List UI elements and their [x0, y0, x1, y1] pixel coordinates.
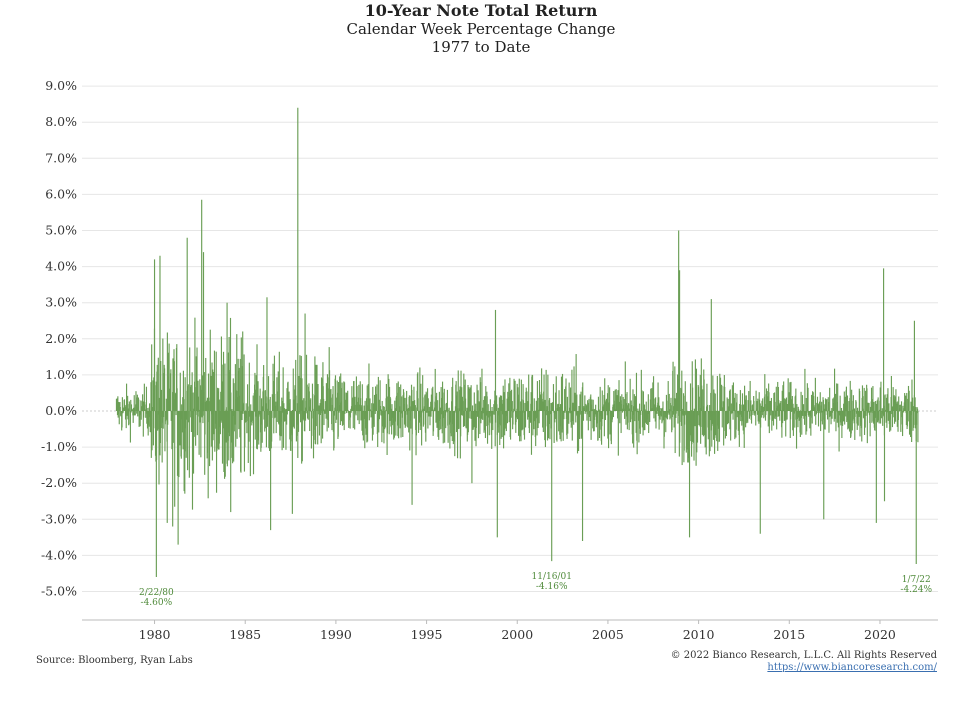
- x-tick-label: 1995: [411, 627, 443, 642]
- y-tick-label: 6.0%: [45, 186, 77, 201]
- copyright-text: © 2022 Bianco Research, L.L.C. All Right…: [670, 650, 937, 661]
- website-link[interactable]: https://www.biancoresearch.com/: [767, 662, 937, 673]
- x-tick-label: 1990: [320, 627, 352, 642]
- annotation-date: 1/7/22: [902, 575, 931, 585]
- grid-layer: [82, 85, 938, 592]
- x-tick-label: 2000: [501, 627, 533, 642]
- annotation-value: -4.24%: [900, 585, 932, 595]
- annotation-value: -4.60%: [141, 598, 173, 608]
- copyright-block: © 2022 Bianco Research, L.L.C. All Right…: [671, 650, 937, 674]
- y-tick-label: 2.0%: [45, 331, 77, 346]
- y-tick-label: 7.0%: [45, 150, 77, 165]
- x-tick-label: 1985: [229, 627, 261, 642]
- y-tick-label: -1.0%: [41, 439, 77, 454]
- y-tick-label: -5.0%: [41, 584, 77, 599]
- annotation-layer: 2/22/80-4.60% 11/16/01-4.16% 1/7/22-4.24%: [139, 572, 932, 608]
- chart-title: 10-Year Note Total Return: [364, 1, 598, 20]
- x-tick-label: 2015: [773, 627, 805, 642]
- annotation-date: 2/22/80: [139, 588, 174, 598]
- bars-layer: [115, 107, 919, 578]
- axis-layer: 9.0% 8.0% 7.0% 6.0% 5.0% 4.0% 3.0% 2.0% 1.0% 0.0%…: [41, 78, 938, 642]
- chart-subtitle: Calendar Week Percentage Change: [346, 20, 616, 38]
- x-tick-label: 1980: [139, 627, 171, 642]
- y-tick-label: 8.0%: [45, 114, 77, 129]
- annotation-value: -4.16%: [536, 582, 568, 592]
- y-tick-label: -3.0%: [41, 511, 77, 526]
- y-tick-label: 5.0%: [45, 223, 77, 238]
- y-tick-label: 4.0%: [45, 259, 77, 274]
- y-tick-label: 3.0%: [45, 295, 77, 310]
- chart-header: 10-Year Note Total Return Calendar Week …: [0, 1, 962, 57]
- chart-date-range: 1977 to Date: [431, 38, 531, 56]
- y-tick-label: 0.0%: [45, 403, 77, 418]
- x-tick-label: 2005: [592, 627, 624, 642]
- y-tick-label: -2.0%: [41, 475, 77, 490]
- source-note: Source: Bloomberg, Ryan Labs: [36, 655, 193, 666]
- y-tick-label: -4.0%: [41, 547, 77, 562]
- y-tick-label: 9.0%: [45, 78, 77, 93]
- x-tick-label: 2020: [864, 627, 896, 642]
- y-tick-label: 1.0%: [45, 367, 77, 382]
- annotation-date: 11/16/01: [532, 572, 572, 582]
- x-tick-label: 2010: [683, 627, 715, 642]
